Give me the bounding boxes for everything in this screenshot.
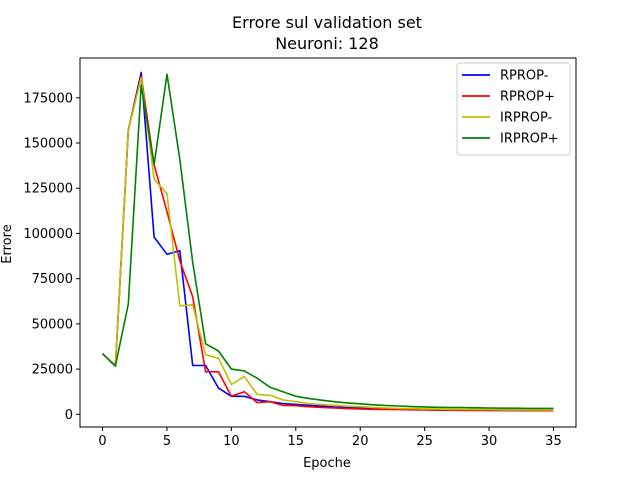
legend-label: IRPROP- xyxy=(500,111,553,126)
legend-label: RPROP- xyxy=(500,69,549,84)
legend-label: RPROP+ xyxy=(500,90,555,105)
y-tick-label: 150000 xyxy=(23,137,73,152)
x-tick-label: 35 xyxy=(545,434,562,449)
x-tick-label: 30 xyxy=(481,434,498,449)
legend-box xyxy=(456,62,571,156)
plot-frame xyxy=(79,57,577,428)
y-tick-label: 125000 xyxy=(23,182,73,197)
x-tick-label: 15 xyxy=(288,434,305,449)
x-tick-label: 10 xyxy=(223,434,240,449)
x-tick-label: 20 xyxy=(352,434,369,449)
x-axis-title: Epoche xyxy=(303,456,351,471)
y-tick-label: 25000 xyxy=(32,363,73,378)
series-line-rprop--1 xyxy=(101,75,554,412)
legend: RPROP- RPROP+ IRPROP- IRPROP+ xyxy=(456,62,571,156)
x-tick-label: 25 xyxy=(416,434,433,449)
chart-subtitle: Neuroni: 128 xyxy=(275,34,379,53)
y-tick-label: 0 xyxy=(65,408,73,423)
y-tick-label: 175000 xyxy=(23,91,73,106)
y-tick-label: 75000 xyxy=(32,272,73,287)
series-line-irprop--3 xyxy=(101,73,554,410)
plot-area: 0 5 10 15 20 25 30 35 0 25000 50000 75000 100000 1250… xyxy=(23,57,577,449)
y-tick-label: 100000 xyxy=(23,227,73,242)
x-tick-label: 5 xyxy=(163,434,171,449)
x-tick-label: 0 xyxy=(98,434,106,449)
legend-label: IRPROP+ xyxy=(500,132,559,147)
series-line-irprop--2 xyxy=(101,77,554,411)
y-axis-title: Errore xyxy=(0,224,15,263)
y-tick-label: 50000 xyxy=(32,317,73,332)
chart-title: Errore sul validation set xyxy=(232,13,422,32)
